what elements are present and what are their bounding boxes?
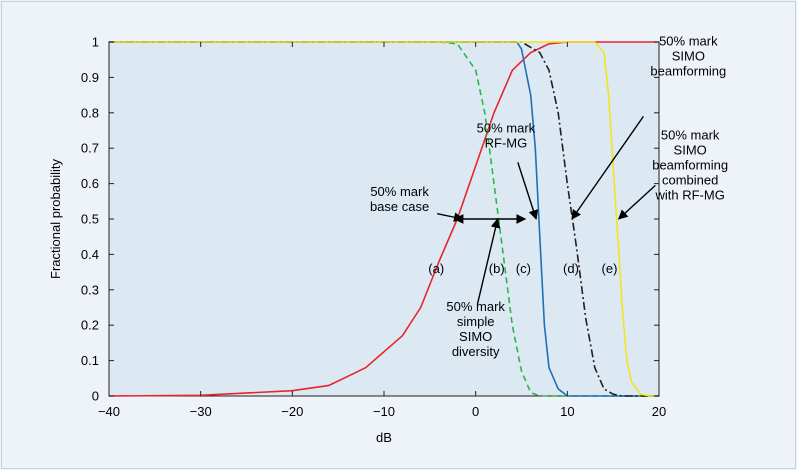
y-tick-label: 0 <box>92 389 99 404</box>
annotation-line: SIMO <box>672 49 705 64</box>
x-tick-label: −30 <box>190 404 212 419</box>
x-tick-label: 20 <box>652 404 666 419</box>
annotation-line: SIMO <box>674 142 707 157</box>
annotation-arrow-base-case <box>437 212 464 223</box>
annotation-line: base case <box>370 199 429 214</box>
annotation-line: simple <box>457 314 495 329</box>
series-label-d: (d) <box>563 261 579 276</box>
x-tick-label: −10 <box>373 404 395 419</box>
x-tick-label: −20 <box>281 404 303 419</box>
annotation-line: 50% mark <box>661 127 720 142</box>
series-label-c: (c) <box>516 261 531 276</box>
y-tick-label: 0.7 <box>81 141 99 156</box>
annotation-arrow-rf-mg <box>517 162 539 220</box>
y-tick-label: 0.5 <box>81 212 99 227</box>
x-tick-label: 10 <box>560 404 574 419</box>
annotation-arrow-simo-beamforming <box>571 115 644 220</box>
y-tick-label: 0.6 <box>81 176 99 191</box>
annotation-line: SIMO <box>459 329 492 344</box>
series-line-a <box>108 41 659 397</box>
annotation-line: RF-MG <box>485 135 528 150</box>
axis-layer: −40 −30 −20 −10 0 10 20 0 0.1 0.2 0.3 0.4 0.5 0.6 0.7 0… <box>81 35 666 420</box>
annotation-line: combined <box>662 172 718 187</box>
y-tick-label: 0.2 <box>81 318 99 333</box>
series-label-e: (e) <box>602 261 618 276</box>
plot-area <box>108 41 660 397</box>
annotation-line: 50% mark <box>477 120 536 135</box>
y-tick-label: 0.8 <box>81 105 99 120</box>
annotation-arrow-simple-simo-diversity <box>476 218 501 305</box>
annotation-simo-beamforming: 50% mark SIMO beamforming <box>650 34 726 79</box>
annotation-base-case: 50% mark base case <box>370 184 429 214</box>
annotation-line: diversity <box>452 344 500 359</box>
annotation-simple-simo-diversity: 50% mark simple SIMO diversity <box>446 299 505 359</box>
y-tick-label: 1 <box>92 35 99 50</box>
annotation-line: beamforming <box>650 64 726 79</box>
series-label-b: (b) <box>489 261 505 276</box>
x-tick-label: 0 <box>472 404 479 419</box>
annotation-line: with RF-MG <box>654 187 724 202</box>
annotation-arrow-simo-beamforming-combined-rf-mg <box>617 184 656 220</box>
series-line-c <box>109 41 659 397</box>
y-tick-label: 0.9 <box>81 70 99 85</box>
annotation-line: 50% mark <box>370 184 429 199</box>
y-tick-label: 0.4 <box>81 247 99 262</box>
x-axis-title: dB <box>376 430 392 445</box>
y-tick-label: 0.3 <box>81 282 99 297</box>
series-line-e <box>109 41 659 397</box>
annotation-simo-beamforming-combined-rf-mg: 50% mark SIMO beamforming combined with RF-M… <box>652 127 728 202</box>
x-tick-label: −40 <box>98 404 120 419</box>
y-axis-title: Fractional probability <box>48 159 63 279</box>
annotation-rf-mg: 50% mark RF-MG <box>477 120 536 150</box>
annotation-line: 50% mark <box>659 34 718 49</box>
annotation-line: 50% mark <box>446 299 505 314</box>
series-line-d <box>109 41 659 397</box>
y-tick-label: 0.1 <box>81 353 99 368</box>
series-label-a: (a) <box>428 261 444 276</box>
annotation-line: beamforming <box>652 157 728 172</box>
